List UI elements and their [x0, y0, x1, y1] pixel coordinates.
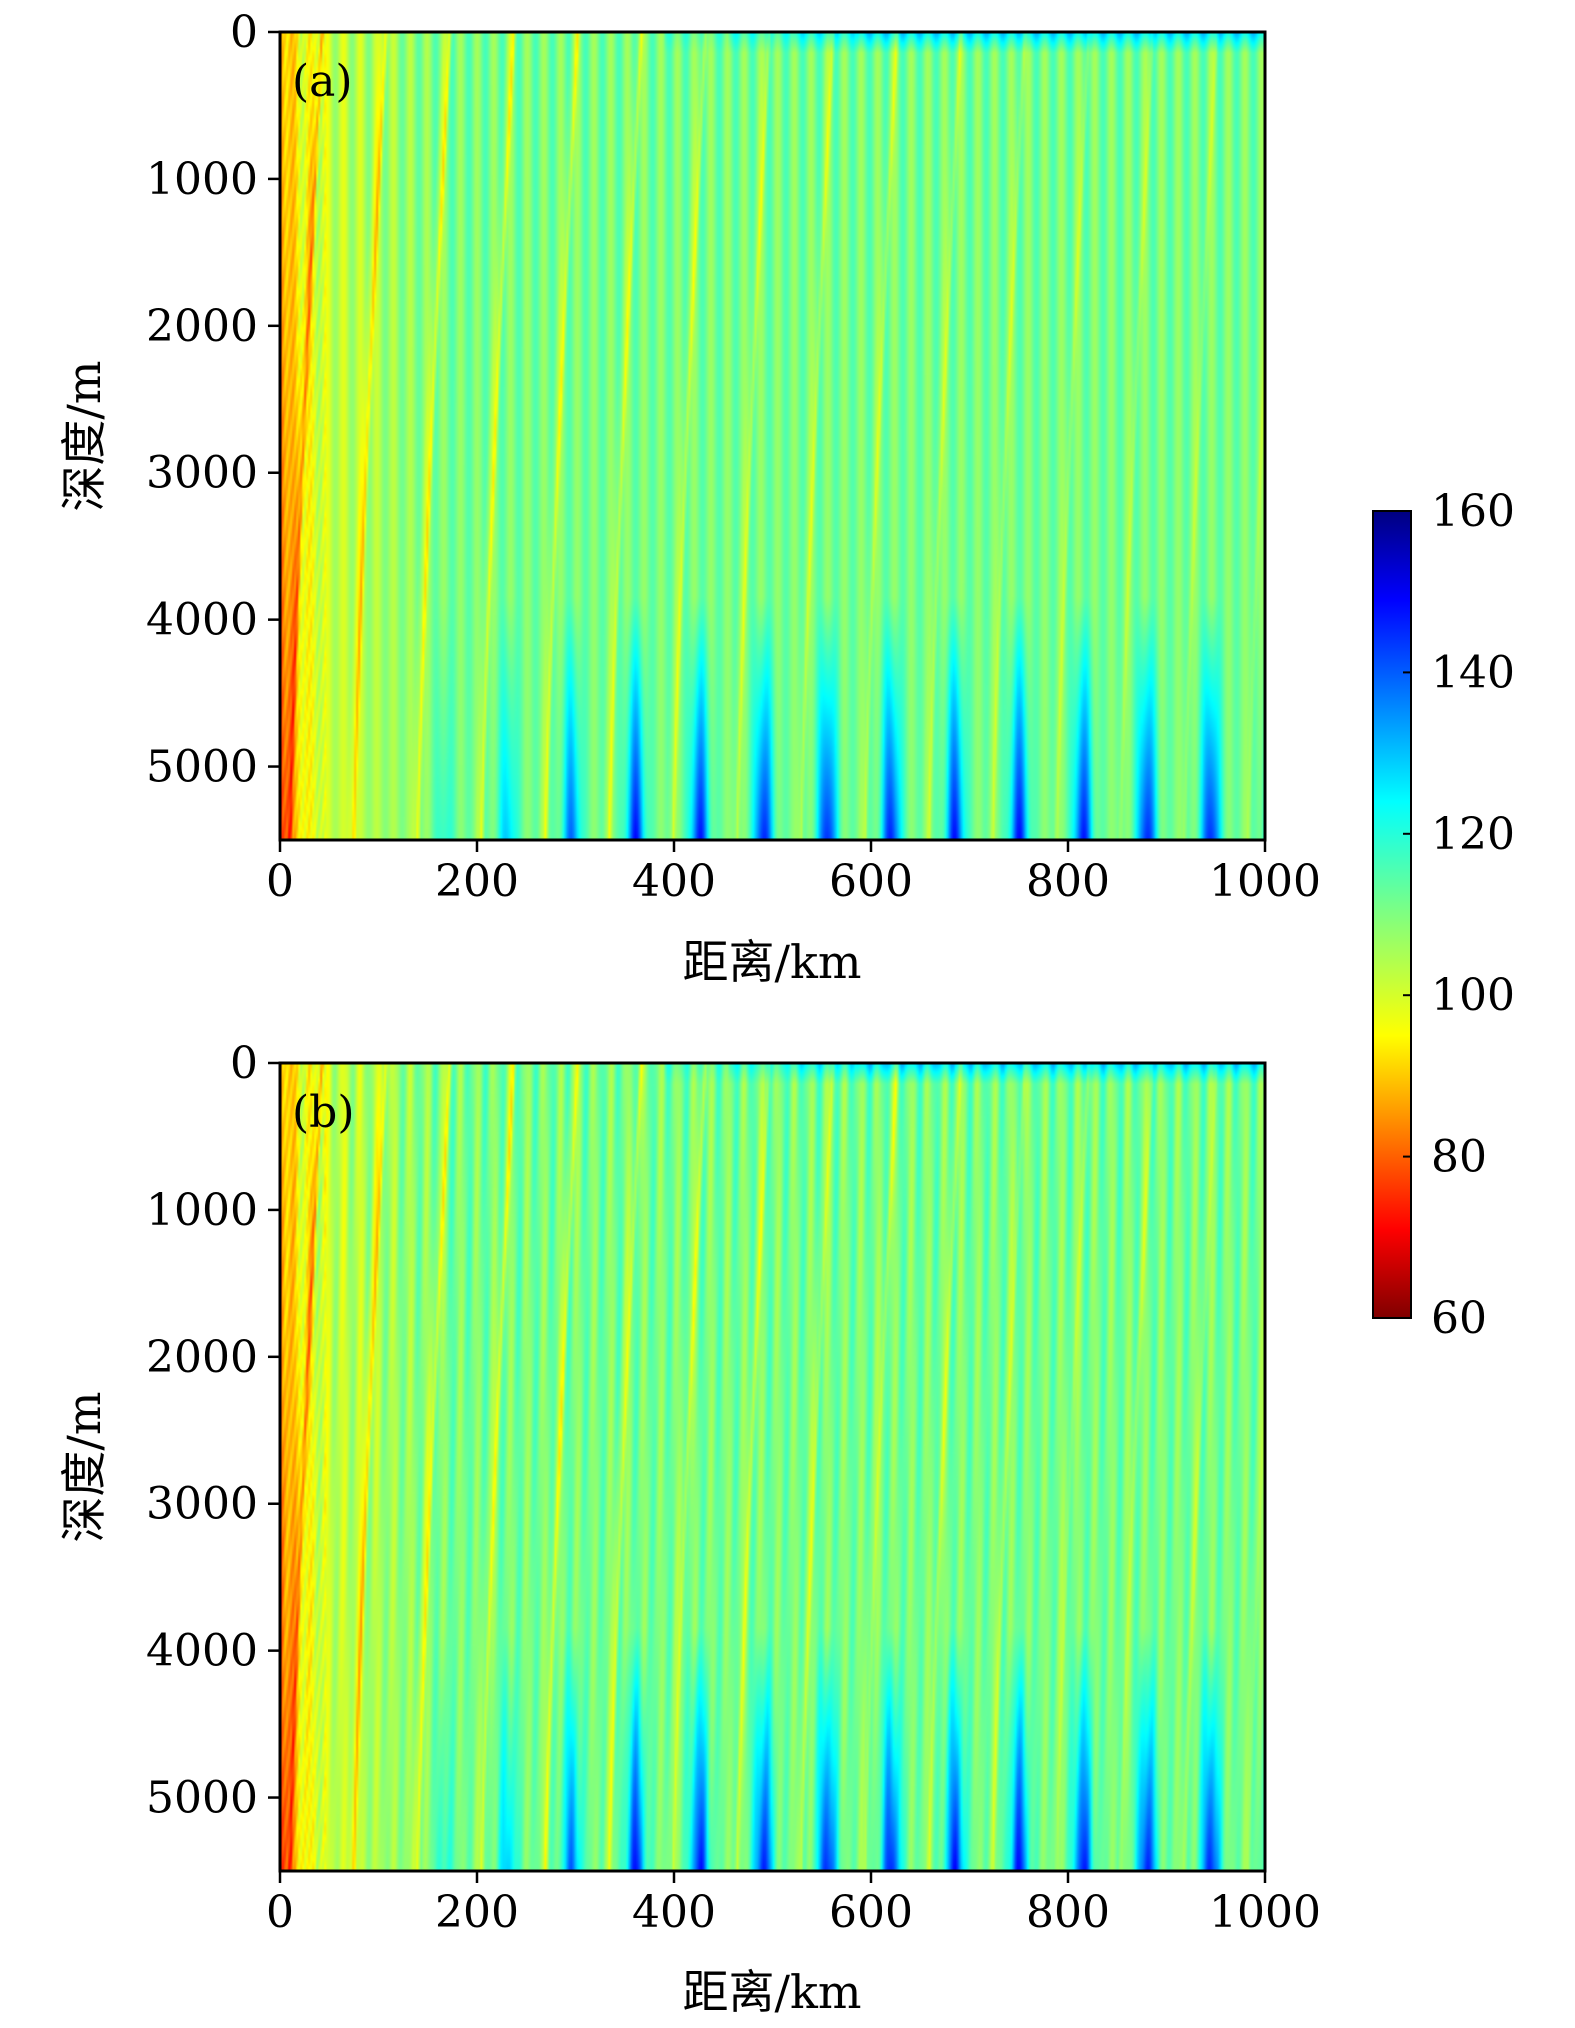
colorbar-tick-label: 160 — [1431, 486, 1515, 537]
y-tick-label: 1000 — [146, 154, 258, 205]
y-axis-b: 0 1000 2000 3000 4000 5000 — [146, 1038, 280, 1824]
x-axis-title-b: 距离/km — [683, 1965, 862, 2019]
panel-label-a: (a) — [292, 56, 353, 107]
colorbar-ticks: 60 80 100 120 140 160 — [1403, 486, 1515, 1344]
y-tick-label: 5000 — [146, 1773, 258, 1824]
x-axis-b: 0 200 400 600 800 1000 — [266, 1871, 1321, 1938]
y-tick-label: 1000 — [146, 1185, 258, 1236]
x-tick-label: 0 — [266, 1887, 294, 1938]
x-axis-a: 0 200 400 600 800 1000 — [266, 840, 1321, 907]
x-tick-label: 400 — [632, 856, 716, 907]
x-tick-label: 400 — [632, 1887, 716, 1938]
y-tick-label: 4000 — [146, 1626, 258, 1677]
plot-frame-b — [278, 1061, 1267, 1873]
x-tick-label: 0 — [266, 856, 294, 907]
panel-label-b: (b) — [292, 1087, 355, 1138]
x-tick-label: 800 — [1026, 856, 1110, 907]
heatmap-a — [280, 32, 1265, 840]
x-tick-label: 200 — [435, 856, 519, 907]
y-tick-label: 3000 — [146, 448, 258, 499]
colorbar: 60 80 100 120 140 160 — [1372, 486, 1515, 1344]
y-tick-label: 0 — [230, 1038, 258, 1089]
plot-frame-a — [278, 30, 1267, 842]
x-axis-title-a: 距离/km — [683, 935, 862, 989]
heatmap-b — [280, 1063, 1265, 1871]
y-tick-label: 5000 — [146, 742, 258, 793]
colorbar-tick-label: 120 — [1431, 809, 1515, 860]
panel-b: (b) 0 200 400 600 800 1000 0 1000 2000 3000 4000 5… — [57, 1038, 1321, 2019]
x-tick-label: 1000 — [1209, 856, 1321, 907]
y-tick-label: 4000 — [146, 595, 258, 646]
colorbar-tick-label: 100 — [1431, 970, 1515, 1021]
x-tick-label: 200 — [435, 1887, 519, 1938]
y-tick-label: 0 — [230, 7, 258, 58]
y-axis-title-a: 深度/m — [57, 360, 111, 511]
x-tick-label: 600 — [829, 856, 913, 907]
x-tick-label: 600 — [829, 1887, 913, 1938]
y-tick-label: 2000 — [146, 1332, 258, 1383]
colorbar-tick-label: 140 — [1431, 647, 1515, 698]
colorbar-tick-label: 60 — [1431, 1293, 1487, 1344]
x-tick-label: 1000 — [1209, 1887, 1321, 1938]
y-tick-label: 2000 — [146, 301, 258, 352]
colorbar-tick-label: 80 — [1431, 1132, 1487, 1183]
x-tick-label: 800 — [1026, 1887, 1110, 1938]
y-tick-label: 3000 — [146, 1479, 258, 1530]
y-axis-a: 0 1000 2000 3000 4000 5000 — [146, 7, 280, 793]
colorbar-gradient — [1372, 510, 1412, 1319]
y-axis-title-b: 深度/m — [57, 1391, 111, 1542]
panel-a: (a) 0 200 400 600 800 1000 0 1000 2000 3000 4000 5… — [57, 7, 1321, 989]
